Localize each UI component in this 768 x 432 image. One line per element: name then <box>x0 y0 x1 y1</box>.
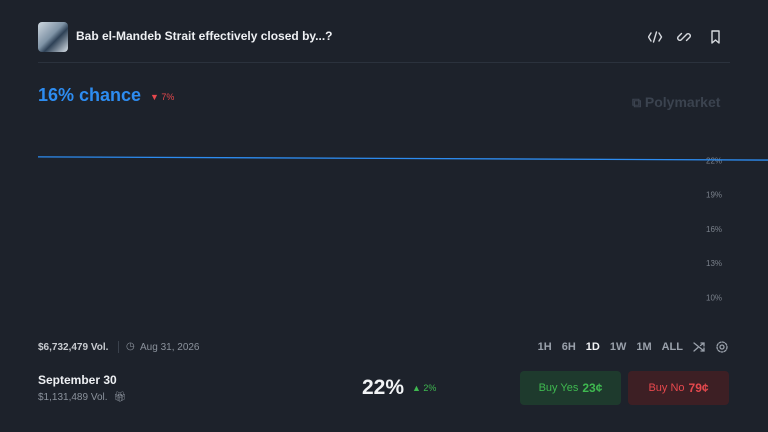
brand: ⧉ Polymarket <box>632 94 721 110</box>
market-title[interactable]: Bab el-Mandeb Strait effectively closed … <box>76 29 333 43</box>
total-volume: $6,732,479 Vol. <box>38 342 109 353</box>
market-volume: $1,131,489 Vol. 🎁︎ <box>38 392 127 403</box>
y-tick-label: 16% <box>706 225 722 234</box>
change-value: 7% <box>161 92 175 102</box>
market-probability: 22% <box>362 376 405 399</box>
buy-yes-price: 23¢ <box>582 381 603 395</box>
range-option[interactable]: 1M <box>636 341 652 353</box>
y-tick-label: 22% <box>706 157 722 166</box>
brand-name: Polymarket <box>644 94 721 110</box>
link-icon[interactable] <box>677 32 691 42</box>
divider <box>38 62 730 63</box>
buy-yes-label: Buy Yes <box>538 382 579 394</box>
shuffle-icon[interactable] <box>693 342 705 352</box>
chart: 10%13%16%19%22%8:00 PM12:00 AM4:00 AM8:0… <box>37 156 768 302</box>
range-selector: 1H 6H 1D 1W 1M ALL <box>538 341 683 353</box>
range-option[interactable]: 1H <box>537 341 552 353</box>
buy-yes-button[interactable]: Buy Yes 23¢ <box>520 371 621 405</box>
y-tick-label: 13% <box>706 259 722 268</box>
clock-icon: ◷ <box>126 341 135 352</box>
buy-no-button[interactable]: Buy No 79¢ <box>628 371 729 405</box>
price-line <box>37 156 768 161</box>
y-tick-label: 19% <box>706 191 722 200</box>
buy-no-price: 79¢ <box>688 381 709 395</box>
embed-icon[interactable] <box>648 31 663 43</box>
bookmark-icon[interactable] <box>711 30 720 44</box>
chance: 16% chance <box>38 85 142 105</box>
market-name: September 30 <box>38 373 117 387</box>
separator <box>118 341 119 353</box>
range-option[interactable]: 1D <box>585 341 600 353</box>
range-option[interactable]: 6H <box>561 341 576 353</box>
end-date: Aug 31, 2026 <box>140 342 200 353</box>
market-change-value: 2% <box>423 383 437 393</box>
market-change: ▲ 2% <box>412 383 437 393</box>
settings-icon[interactable] <box>716 341 728 353</box>
market-image <box>38 22 68 52</box>
market-volume-value: $1,131,489 Vol. <box>38 392 108 403</box>
buy-no-label: Buy No <box>648 382 685 394</box>
range-option[interactable]: 1W <box>609 341 627 353</box>
chart-tools <box>693 341 728 353</box>
header-icons <box>648 30 720 44</box>
range-option[interactable]: ALL <box>661 341 683 353</box>
y-tick-label: 10% <box>706 293 722 302</box>
chance-change: ▼ 7% <box>150 92 175 102</box>
